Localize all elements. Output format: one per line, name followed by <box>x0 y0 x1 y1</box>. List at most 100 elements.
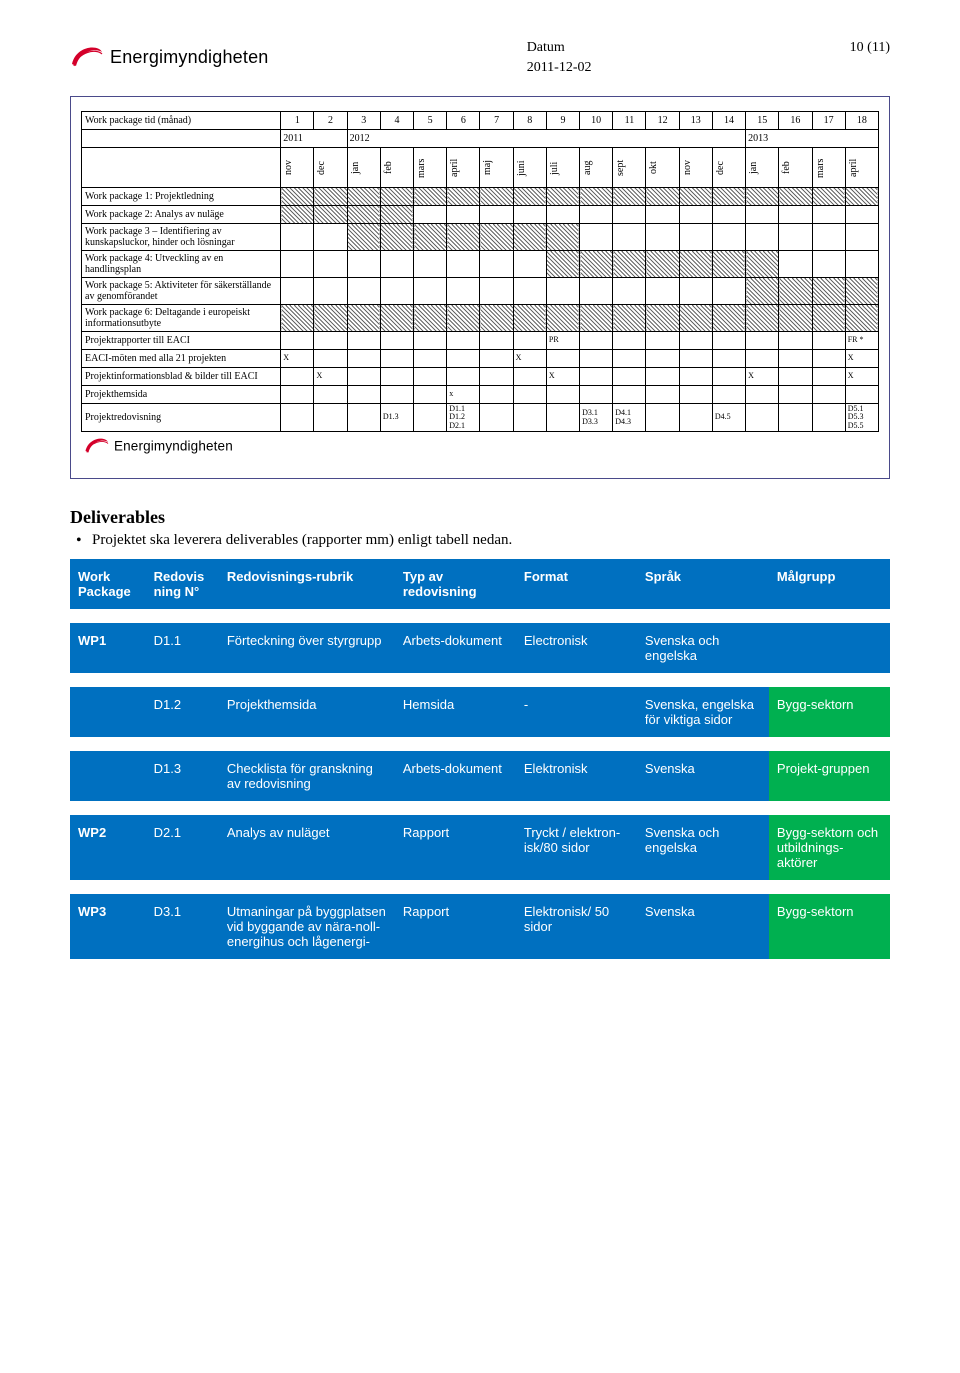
deliv-number: D3.1 <box>146 894 219 959</box>
gantt-note: PR <box>549 336 577 344</box>
brand-name-small: Energimyndigheten <box>114 438 233 454</box>
table-header-cell: Typ av redovisning <box>395 559 516 609</box>
gantt-cell <box>447 188 480 206</box>
gantt-cell <box>779 368 812 386</box>
gantt-cell <box>580 278 613 305</box>
gantt-cell <box>812 278 845 305</box>
brand-logo-small: Energimyndigheten <box>84 433 679 459</box>
gantt-cell <box>414 332 447 350</box>
gantt-cell <box>613 386 646 404</box>
gantt-cell <box>480 206 513 224</box>
gantt-month-name: juli <box>549 150 560 186</box>
gantt-cell <box>380 386 413 404</box>
gantt-cell <box>480 305 513 332</box>
brand-swoosh-icon <box>84 433 110 459</box>
gantt-cell <box>679 332 712 350</box>
brand-name: Energimyndigheten <box>110 47 269 68</box>
gantt-month-name: jan <box>350 150 361 186</box>
gantt-month-name: jan <box>748 150 759 186</box>
gantt-cell <box>646 305 679 332</box>
gantt-cell <box>845 188 878 206</box>
gantt-cell <box>712 278 745 305</box>
gantt-cell <box>480 368 513 386</box>
table-header-cell: Format <box>516 559 637 609</box>
gantt-month-name: maj <box>482 150 493 186</box>
gantt-note: X <box>848 372 876 380</box>
gantt-cell <box>613 332 646 350</box>
gantt-month-name: dec <box>316 150 327 186</box>
gantt-cell <box>646 224 679 251</box>
gantt-month-name: dec <box>715 150 726 186</box>
gantt-cell <box>513 224 546 251</box>
gantt-cell <box>779 404 812 432</box>
deliv-malgrupp: Bygg-sektorn <box>769 894 890 959</box>
gantt-cell <box>480 350 513 368</box>
gantt-cell <box>580 224 613 251</box>
gantt-cell <box>380 206 413 224</box>
gantt-cell <box>812 332 845 350</box>
gantt-month-name: mars <box>815 150 826 186</box>
gantt-cell <box>380 278 413 305</box>
gantt-row-label: Work package 6: Deltagande i europeiskt … <box>82 305 281 332</box>
gantt-note: D4.5 <box>715 413 743 421</box>
deliv-sprak: Svenska <box>637 894 769 959</box>
gantt-cell <box>347 386 380 404</box>
gantt-title-cell: Work package tid (månad) <box>82 112 281 130</box>
gantt-table: Work package tid (månad)1234567891011121… <box>81 111 879 468</box>
gantt-note: D1.1 D1.2 D2.1 <box>449 405 477 430</box>
gantt-cell <box>746 386 779 404</box>
gantt-cell <box>281 188 314 206</box>
gantt-cell <box>779 350 812 368</box>
gantt-row-label: Projektrapporter till EACI <box>82 332 281 350</box>
gantt-cell <box>513 251 546 278</box>
gantt-cell <box>712 368 745 386</box>
gantt-cell <box>414 224 447 251</box>
deliv-number: D1.1 <box>146 623 219 673</box>
gantt-cell <box>447 368 480 386</box>
deliverables-heading: Deliverables <box>70 507 890 528</box>
gantt-cell <box>746 332 779 350</box>
gantt-cell <box>314 386 347 404</box>
gantt-cell <box>746 305 779 332</box>
gantt-cell <box>646 188 679 206</box>
gantt-cell <box>347 305 380 332</box>
gantt-cell: FR * <box>845 332 878 350</box>
gantt-row-label: Work package 3 – Identifiering av kunska… <box>82 224 281 251</box>
gantt-cell <box>546 188 579 206</box>
gantt-cell <box>812 206 845 224</box>
gantt-cell <box>613 206 646 224</box>
gantt-cell <box>546 305 579 332</box>
deliv-rubrik: Analys av nuläget <box>219 815 395 880</box>
gantt-row-label: Work package 5: Aktiviteter för säkerstä… <box>82 278 281 305</box>
deliv-format: Electronisk <box>516 623 637 673</box>
gantt-cell <box>679 305 712 332</box>
gantt-note: X <box>516 354 544 362</box>
table-row: D1.3Checklista för granskning av redovis… <box>70 751 890 801</box>
gantt-cell <box>546 206 579 224</box>
gantt-cell: D1.3 <box>380 404 413 432</box>
gantt-month-name: nov <box>283 150 294 186</box>
gantt-cell <box>679 386 712 404</box>
gantt-cell: D3.1 D3.3 <box>580 404 613 432</box>
deliv-rubrik: Utmaningar på byggplatsen vid byggande a… <box>219 894 395 959</box>
gantt-cell <box>746 251 779 278</box>
gantt-cell <box>812 404 845 432</box>
gantt-cell <box>646 404 679 432</box>
deliverables-intro: Projektet ska leverera deliverables (rap… <box>70 532 890 549</box>
gantt-month-name: mars <box>416 150 427 186</box>
gantt-month-number: 13 <box>679 112 712 130</box>
gantt-cell <box>580 386 613 404</box>
table-header-cell: Språk <box>637 559 769 609</box>
gantt-cell <box>646 386 679 404</box>
gantt-cell <box>513 305 546 332</box>
gantt-month-number: 18 <box>845 112 878 130</box>
gantt-cell: PR <box>546 332 579 350</box>
table-header-row: Work PackageRedovis ning N°Redovisnings-… <box>70 559 890 609</box>
gantt-cell: X <box>845 350 878 368</box>
gantt-note: X <box>283 354 311 362</box>
deliv-typ: Arbets-dokument <box>395 623 516 673</box>
gantt-cell <box>513 278 546 305</box>
gantt-month-number: 5 <box>414 112 447 130</box>
gantt-cell <box>646 350 679 368</box>
gantt-cell <box>679 188 712 206</box>
